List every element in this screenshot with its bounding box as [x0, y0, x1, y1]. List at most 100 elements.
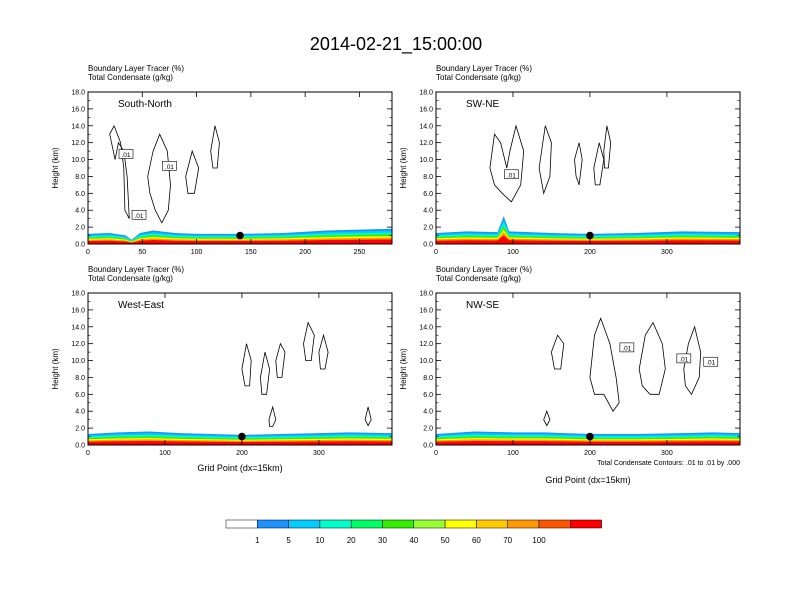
panel-contour-title: Total Condensate (g/kg): [436, 73, 521, 82]
colorbar-swatch: [413, 519, 446, 529]
condensate-contour: [683, 325, 702, 396]
y-axis-label: Height (km): [51, 147, 60, 189]
y-tick-label: 16.0: [419, 106, 433, 113]
condensate-contour: [489, 124, 525, 203]
svg-text:.01: .01: [135, 213, 144, 220]
colorbar-swatch: [350, 519, 383, 529]
x-tick-label: 150: [245, 249, 257, 256]
plot-frame: [435, 292, 741, 446]
condensate-contours: [543, 317, 702, 427]
y-tick-label: 12.0: [71, 140, 85, 147]
y-tick-label: 16.0: [419, 307, 433, 314]
y-tick-label: 4.0: [423, 409, 433, 416]
panel-title: South-North: [118, 99, 172, 110]
boundary-layer-field: [436, 431, 740, 445]
x-tick-label: 200: [584, 249, 596, 256]
x-tick-label: 300: [661, 249, 673, 256]
colorbar-swatch: [538, 519, 571, 529]
tracer-band: [88, 440, 392, 445]
y-tick-label: 18.0: [71, 90, 85, 97]
y-tick-label: 6.0: [75, 191, 85, 198]
colorbar: 1 5 10 20 30 40 50 60 70 100: [225, 519, 602, 545]
colorbar-label: 5: [286, 536, 291, 545]
y-tick-label: 4.0: [423, 208, 433, 215]
y-tick-label: 0.0: [75, 242, 85, 249]
y-axis-label: Height (km): [399, 147, 408, 189]
x-tick-label: 0: [86, 450, 90, 457]
x-tick-label: 0: [434, 249, 438, 256]
colorbar-label: 70: [503, 536, 512, 545]
y-tick-label: 12.0: [71, 341, 85, 348]
y-tick-label: 4.0: [75, 208, 85, 215]
condensate-contour: [638, 321, 666, 395]
x-tick-label: 300: [661, 450, 673, 457]
condensate-contours: [489, 124, 612, 203]
tracer-band: [436, 235, 740, 244]
x-tick-label: 0: [86, 249, 90, 256]
y-tick-label: 10.0: [419, 157, 433, 164]
colorbar-swatch: [225, 519, 258, 529]
y-tick-label: 14.0: [71, 123, 85, 130]
contour-note: Total Condensate Contours: .01 to .01 by…: [597, 460, 740, 467]
condensate-contour: [593, 142, 605, 186]
colorbar-label: 100: [532, 536, 546, 545]
x-tick-label: 50: [138, 249, 146, 256]
panel-field-title: Boundary Layer Tracer (%): [88, 64, 184, 73]
condensate-contour: [303, 321, 315, 362]
y-tick-label: 2.0: [423, 225, 433, 232]
panel-contour-title: Total Condensate (g/kg): [88, 73, 173, 82]
y-tick-label: 8.0: [423, 375, 433, 382]
condensate-contour: [538, 125, 552, 195]
location-marker: [586, 432, 594, 441]
condensate-contour: [268, 405, 277, 427]
condensate-contour: [210, 125, 220, 169]
location-marker: [236, 231, 244, 240]
y-tick-label: 0.0: [75, 443, 85, 450]
x-tick-label: 100: [159, 450, 171, 457]
contour-label: .01: [118, 149, 134, 159]
y-tick-label: 18.0: [419, 291, 433, 298]
y-tick-label: 16.0: [71, 307, 85, 314]
plot-frame: [87, 292, 393, 446]
condensate-contours: [109, 124, 220, 224]
x-tick-label: 250: [354, 249, 366, 256]
colorbar-swatch: [288, 519, 321, 529]
x-tick-label: 200: [584, 450, 596, 457]
colorbar-label: 10: [315, 536, 324, 545]
y-tick-label: 0.0: [423, 242, 433, 249]
condensate-contour: [109, 124, 130, 219]
panel-title: SW-NE: [466, 99, 499, 110]
condensate-contour: [550, 334, 565, 370]
y-tick-label: 14.0: [419, 123, 433, 130]
tracer-band: [436, 440, 740, 445]
y-tick-label: 16.0: [71, 106, 85, 113]
y-tick-label: 4.0: [75, 409, 85, 416]
condensate-contour: [364, 406, 372, 427]
panel-south-north: Boundary Layer Tracer (%)Total Condensat…: [51, 64, 393, 256]
plot-frame: [435, 91, 741, 245]
y-tick-label: 0.0: [423, 443, 433, 450]
condensate-contour: [589, 317, 620, 412]
contour-label: .01: [504, 169, 519, 179]
colorbar-label: 30: [378, 536, 387, 545]
colorbar-label: 50: [441, 536, 450, 545]
x-tick-label: 100: [191, 249, 203, 256]
colorbar-swatch: [382, 519, 415, 529]
y-tick-label: 2.0: [75, 225, 85, 232]
svg-text:.01: .01: [507, 172, 516, 179]
x-tick-label: 100: [507, 249, 519, 256]
condensate-contour: [275, 342, 286, 378]
location-marker: [586, 231, 594, 240]
contour-label: .01: [676, 353, 692, 363]
y-tick-label: 8.0: [75, 174, 85, 181]
panel-field-title: Boundary Layer Tracer (%): [436, 64, 532, 73]
colorbar-label: 60: [472, 536, 481, 545]
plot-frame: [87, 91, 393, 245]
svg-text:.01: .01: [121, 152, 130, 159]
y-tick-label: 10.0: [71, 358, 85, 365]
location-marker: [238, 432, 246, 441]
colorbar-swatch: [507, 519, 540, 529]
y-tick-label: 6.0: [423, 191, 433, 198]
panel-contour-title: Total Condensate (g/kg): [436, 274, 521, 283]
